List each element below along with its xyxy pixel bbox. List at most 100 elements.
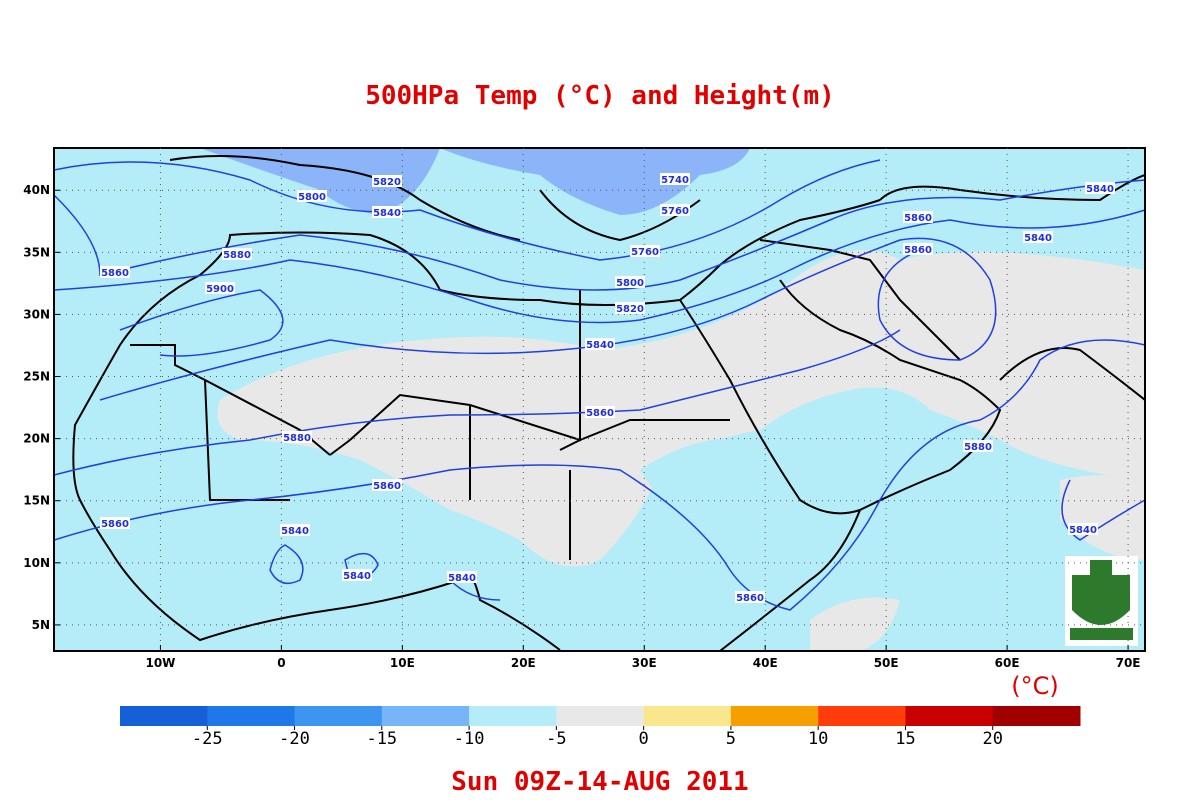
contour-label: 5820 xyxy=(616,304,644,315)
contour-label: 5840 xyxy=(1069,525,1097,536)
y-tick-label: 40N xyxy=(23,183,50,197)
contour-label: 5880 xyxy=(283,433,311,444)
y-tick-label: 35N xyxy=(23,245,50,259)
colorbar-label: 0 xyxy=(639,729,649,749)
date: Sun 09Z-14-AUG 2011 xyxy=(451,767,748,797)
contour-label-bg xyxy=(342,569,372,581)
contour-label-bg xyxy=(585,338,615,350)
colorbar-label: 20 xyxy=(982,729,1002,749)
contour-label-bg xyxy=(963,440,993,452)
contour-label-bg xyxy=(1068,523,1098,535)
contour-label: 5860 xyxy=(101,519,129,530)
contour-label-bg xyxy=(280,524,310,536)
x-tick-label: 40E xyxy=(753,656,778,670)
contour-label: 5820 xyxy=(373,177,401,188)
contour-label-bg xyxy=(660,173,690,185)
colorbar-box xyxy=(381,706,470,726)
colorbar-box xyxy=(643,706,732,726)
colorbar-label: 15 xyxy=(895,729,915,749)
x-tick-label: 0 xyxy=(277,656,285,670)
contour-label-bg xyxy=(630,245,660,257)
colorbar-box xyxy=(294,706,383,726)
contour-label-bg xyxy=(660,204,690,216)
y-tick-label: 30N xyxy=(23,307,50,321)
contour-label-bg xyxy=(903,211,933,223)
colorbar-label: 5 xyxy=(726,729,736,749)
colorbar-unit: (°C) xyxy=(1011,672,1058,700)
contour-label: 5840 xyxy=(586,340,614,351)
temp-patch xyxy=(810,597,900,651)
contour-label: 5760 xyxy=(631,247,659,258)
logo xyxy=(1065,556,1138,646)
contour-label: 5860 xyxy=(736,593,764,604)
contour-label-bg xyxy=(615,302,645,314)
colorbar-box xyxy=(818,706,906,726)
contour-label: 5860 xyxy=(373,481,401,492)
colorbar-label: -15 xyxy=(366,729,397,749)
colorbar-box xyxy=(120,706,208,726)
contour-label: 5840 xyxy=(448,573,476,584)
contour-label: 5800 xyxy=(298,192,326,203)
colorbar-box xyxy=(556,706,645,726)
contour-label: 5880 xyxy=(223,250,251,261)
contour-label-bg xyxy=(372,479,402,491)
contour-label: 5760 xyxy=(661,206,689,217)
contour-label-bg xyxy=(100,517,130,529)
x-tick-label: 20E xyxy=(511,656,536,670)
colorbar-label: -5 xyxy=(546,729,566,749)
y-tick-label: 5N xyxy=(32,618,50,632)
y-tick-label: 20N xyxy=(23,432,50,446)
contour-label-bg xyxy=(372,206,402,218)
contour-label: 5860 xyxy=(904,245,932,256)
colorbar-box xyxy=(207,706,296,726)
title: 500HPa Temp (°C) and Height(m) xyxy=(365,81,835,111)
contour-label-bg xyxy=(447,571,477,583)
x-tick-label: 10E xyxy=(390,656,415,670)
contour-label: 5860 xyxy=(586,408,614,419)
contour-label: 5840 xyxy=(281,526,309,537)
temp-patch xyxy=(217,250,1145,567)
x-tick-label: 70E xyxy=(1116,656,1141,670)
contour-label-bg xyxy=(585,406,615,418)
x-tick-label: 60E xyxy=(995,656,1020,670)
x-tick-label: 10W xyxy=(145,656,175,670)
contour-label: 5840 xyxy=(1086,184,1114,195)
logo-crest xyxy=(1090,560,1112,582)
y-tick-label: 25N xyxy=(23,370,50,384)
logo-shield xyxy=(1072,575,1130,625)
temp-patch xyxy=(1060,475,1145,560)
x-tick-label: 30E xyxy=(632,656,657,670)
contour-label: 5900 xyxy=(206,284,234,295)
temp-patch xyxy=(200,148,750,215)
temp-patch xyxy=(640,438,780,520)
colorbar-label: -25 xyxy=(192,729,223,749)
contour-label-bg xyxy=(205,282,235,294)
contour-label: 5840 xyxy=(373,208,401,219)
map-frame xyxy=(53,147,1146,652)
contour-label: 5880 xyxy=(964,442,992,453)
x-tick-label: 50E xyxy=(874,656,899,670)
y-tick-label: 15N xyxy=(23,494,50,508)
contour-label: 5860 xyxy=(101,268,129,279)
contour-label-bg xyxy=(100,266,130,278)
colorbar-label: 10 xyxy=(808,729,828,749)
y-tick-label: 10N xyxy=(23,556,50,570)
contour-label-bg xyxy=(282,431,312,443)
colorbar-box xyxy=(469,706,557,726)
colorbar-label: -20 xyxy=(279,729,310,749)
contour-label: 5860 xyxy=(904,213,932,224)
logo-banner xyxy=(1070,628,1133,640)
contour-label-bg xyxy=(297,190,327,202)
contour-label-bg xyxy=(735,591,765,603)
contour-label: 5800 xyxy=(616,278,644,289)
colorbar-box xyxy=(992,706,1081,726)
contour-label-bg xyxy=(903,243,933,255)
contour-label-bg xyxy=(222,248,252,260)
contour-label: 5840 xyxy=(1024,233,1052,244)
contour-label: 5840 xyxy=(343,571,371,582)
map xyxy=(54,148,1145,651)
contour-label-bg xyxy=(1023,231,1053,243)
contour-label-bg xyxy=(615,276,645,288)
colorbar-box xyxy=(730,706,819,726)
